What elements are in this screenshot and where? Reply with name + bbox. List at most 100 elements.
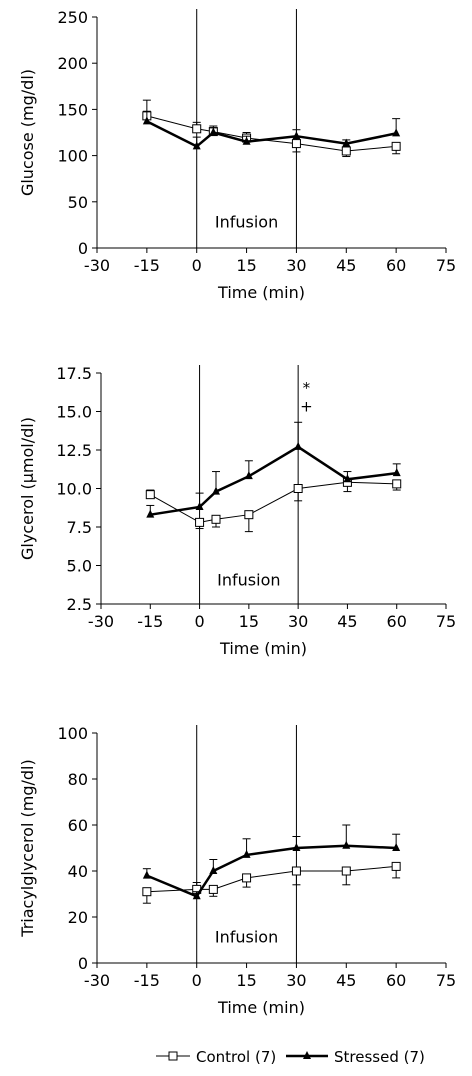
y-tick-label: 20 [68, 908, 88, 927]
chart-panel-1: 0 50 100 150 200 250 -30 -15 0 15 30 45 60 75 Time (mi… [18, 8, 456, 302]
data-point-triangle [392, 468, 401, 477]
legend: Control (7) Stressed (7) [156, 1048, 425, 1066]
x-tick-label: 30 [286, 971, 306, 990]
chart-panel-3: 0 20 40 60 80 100 -30 -15 0 15 30 45 60 75 Time (min) T… [18, 724, 456, 1017]
y-axis-title: Glycerol (µmol/dl) [18, 417, 37, 560]
y-tick-label: 100 [57, 724, 88, 743]
x-tick-label: 75 [436, 971, 456, 990]
x-tick-label: -15 [137, 612, 163, 631]
data-point-triangle [142, 870, 151, 879]
y-tick-label: 100 [57, 147, 88, 166]
infusion-label: Infusion [215, 213, 278, 232]
data-point-triangle [192, 141, 201, 150]
legend-control-marker [168, 1051, 178, 1061]
x-tick-label: -30 [84, 971, 110, 990]
legend-stressed-marker [303, 1051, 311, 1059]
data-point-square [208, 884, 218, 894]
x-tick-label: 45 [336, 971, 356, 990]
y-tick-label: 0 [78, 239, 88, 258]
x-tick-label: 0 [194, 612, 204, 631]
y-tick-label: 0 [78, 954, 88, 973]
y-tick-label: 5.0 [67, 557, 92, 576]
series-control [142, 99, 401, 158]
legend-control-label: Control (7) [196, 1048, 276, 1066]
chart-panel-2: 2.5 5.0 7.5 10.0 12.5 15.0 17.5 -30 -15 0 15 30 45 60… [18, 364, 456, 658]
y-axis-title: Glucose (mg/dl) [18, 69, 37, 196]
series-line [146, 865, 397, 893]
data-point-triangle [242, 136, 251, 145]
data-point-square [142, 887, 152, 897]
data-point-square [291, 139, 301, 149]
data-point-square [244, 510, 254, 520]
data-point-square [242, 873, 252, 883]
y-tick-label: 17.5 [56, 364, 92, 383]
x-tick-label: 45 [336, 256, 356, 275]
x-tick-label: -30 [84, 256, 110, 275]
data-point-triangle [292, 843, 301, 851]
infusion-label: Infusion [217, 571, 280, 590]
y-tick-label: 150 [57, 100, 88, 119]
data-point-triangle [212, 486, 220, 495]
x-tick-label: -15 [134, 971, 160, 990]
y-tick-label: 10.0 [56, 480, 92, 499]
x-axis-title: Time (min) [217, 283, 305, 302]
x-tick-label: -15 [134, 256, 160, 275]
data-point-square [192, 124, 202, 134]
data-point-triangle [392, 843, 401, 851]
x-tick-label: 30 [288, 612, 308, 631]
data-point-square [392, 479, 402, 489]
x-axis-title: Time (min) [217, 998, 305, 1017]
series-stressed [146, 421, 401, 518]
y-tick-label: 15.0 [56, 403, 92, 422]
data-point-triangle [342, 138, 351, 147]
significance-mark: + [300, 398, 313, 416]
y-tick-label: 7.5 [67, 518, 92, 537]
y-tick-label: 60 [68, 816, 88, 835]
data-point-square [391, 861, 401, 871]
series-stressed [142, 824, 401, 900]
data-point-square [195, 517, 205, 527]
x-tick-label: -30 [88, 612, 114, 631]
data-point-square [291, 866, 301, 876]
series-stressed [142, 110, 401, 150]
x-tick-label: 15 [239, 612, 259, 631]
data-point-triangle [292, 131, 301, 140]
y-axis-title: Triacylglycerol (mg/dl) [18, 759, 37, 937]
data-point-triangle [244, 471, 253, 480]
y-tick-label: 50 [68, 193, 88, 212]
y-tick-label: 12.5 [56, 441, 92, 460]
x-tick-label: 30 [286, 256, 306, 275]
x-tick-label: 45 [337, 612, 357, 631]
data-point-triangle [343, 474, 352, 483]
y-tick-label: 250 [57, 8, 88, 27]
data-point-square [391, 141, 401, 151]
data-point-triangle [342, 840, 351, 849]
data-point-square [341, 146, 351, 156]
x-tick-label: 60 [386, 256, 406, 275]
data-point-triangle [195, 501, 204, 510]
y-tick-label: 40 [68, 862, 88, 881]
legend-stressed-label: Stressed (7) [334, 1048, 425, 1066]
series-control [142, 861, 401, 904]
data-point-triangle [192, 891, 201, 900]
data-point-square [145, 490, 155, 500]
infusion-label: Infusion [215, 927, 278, 946]
y-tick-label: 2.5 [67, 595, 92, 614]
series-line [150, 481, 397, 523]
x-tick-label: 75 [436, 256, 456, 275]
significance-mark: * [303, 379, 311, 397]
x-tick-label: 15 [236, 256, 256, 275]
data-point-square [293, 484, 303, 493]
data-point-triangle [209, 127, 218, 136]
data-point-triangle [142, 116, 151, 125]
data-point-triangle [392, 128, 401, 137]
x-tick-label: 60 [387, 612, 407, 631]
series-line [146, 844, 397, 898]
data-point-square [211, 514, 221, 524]
x-tick-label: 15 [236, 971, 256, 990]
y-tick-label: 200 [57, 54, 88, 73]
x-tick-label: 0 [192, 971, 202, 990]
x-tick-label: 75 [436, 612, 456, 631]
series-line [150, 445, 397, 516]
